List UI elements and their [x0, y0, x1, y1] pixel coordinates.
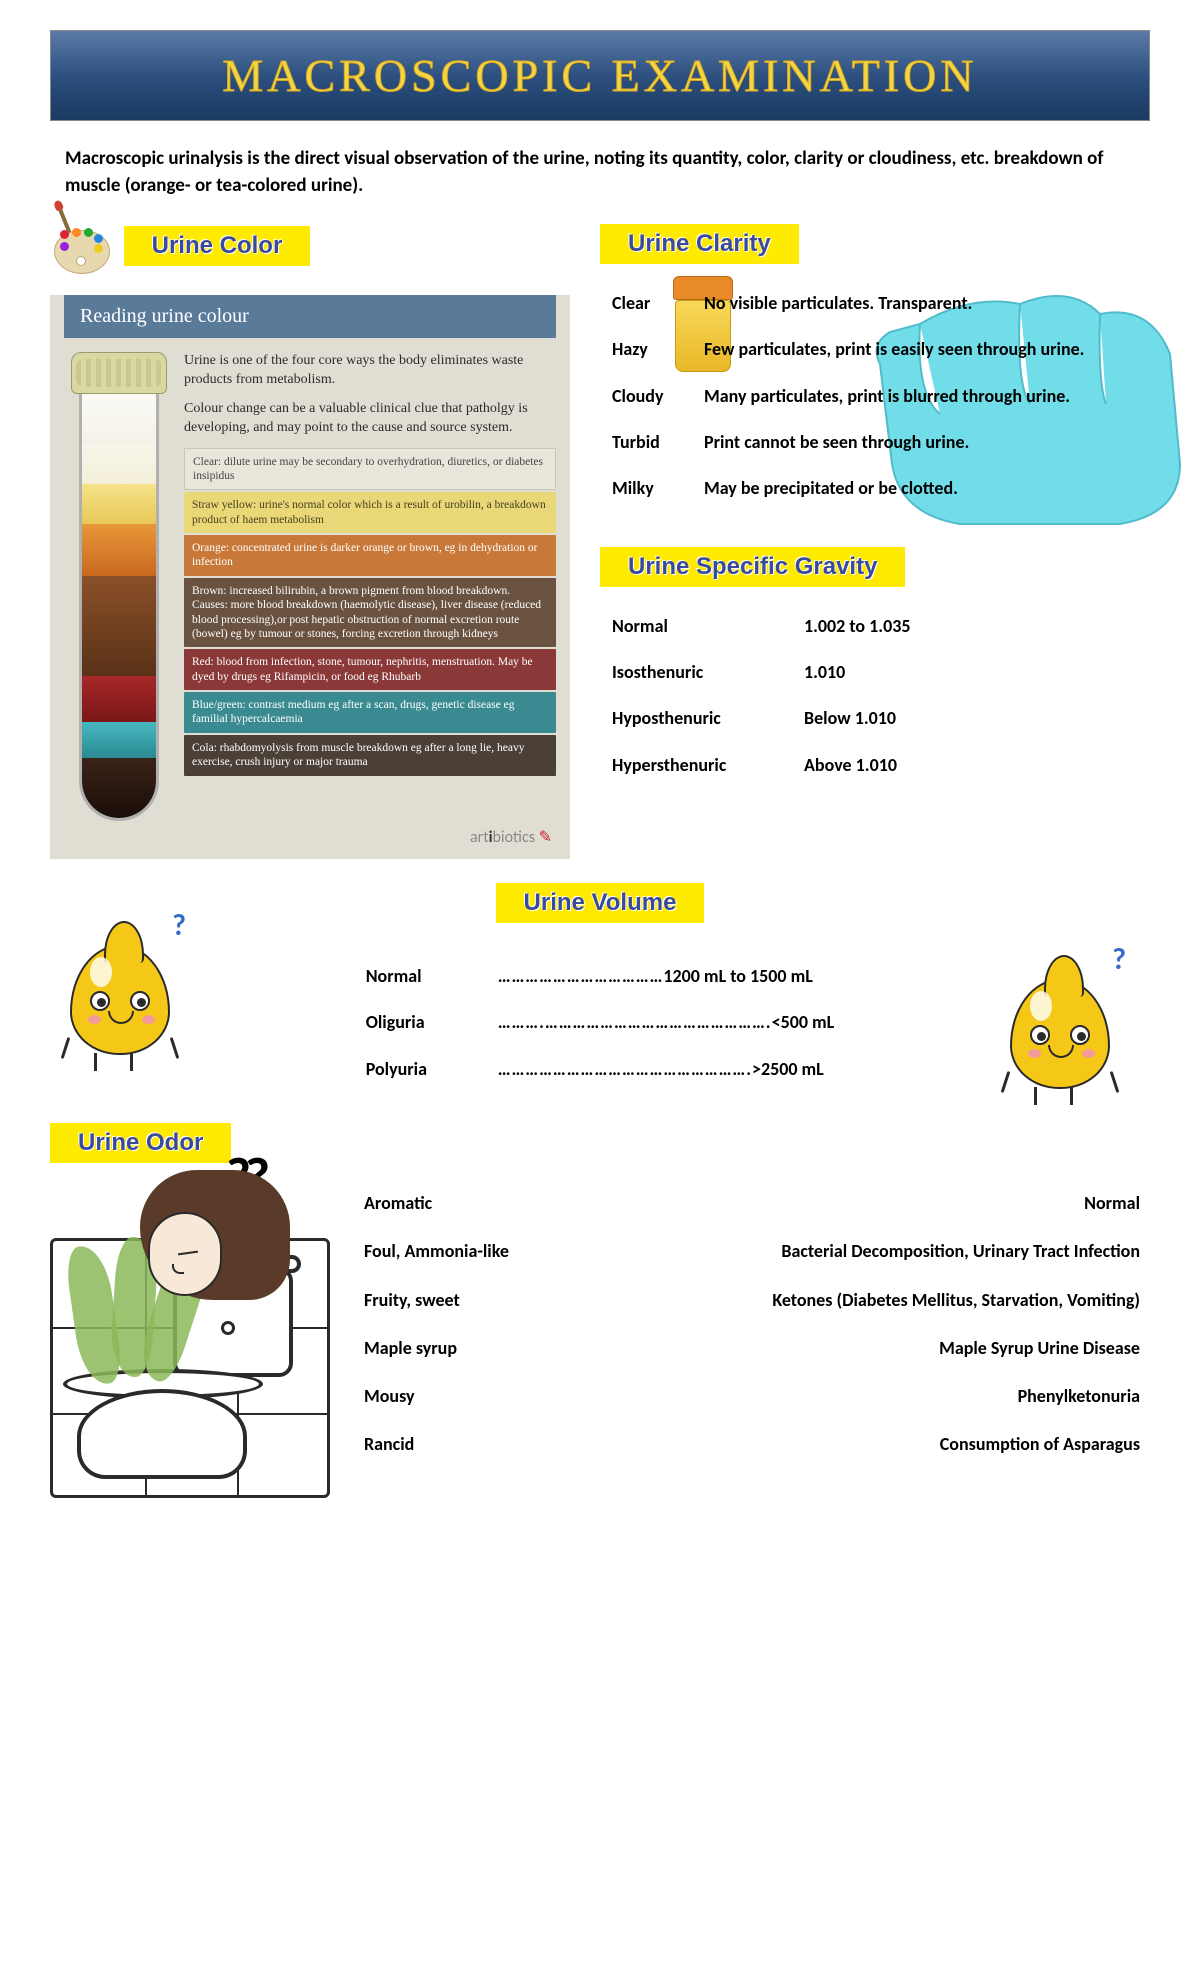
specific-gravity-table: Normal1.002 to 1.035 Isosthenuric1.010 H… — [600, 602, 922, 789]
odor-section: Urine Odor ?? AromaticNormal Foul, Am — [50, 1123, 1150, 1498]
table-row: RancidConsumption of Asparagus — [356, 1421, 1148, 1467]
section-heading-odor: Urine Odor — [50, 1123, 231, 1163]
table-row: HyposthenuricBelow 1.010 — [602, 696, 920, 740]
palette-icon — [50, 224, 112, 274]
color-band-brown: Brown: increased bilirubin, a brown pigm… — [184, 578, 556, 648]
artibiotics-brand: artibiotics ✎ — [50, 821, 570, 847]
clarity-table: ClearNo visible particulates. Transparen… — [600, 279, 1096, 512]
ruc-intro-1: Urine is one of the four core ways the b… — [184, 352, 556, 390]
color-band-cola: Cola: rhabdomyolysis from muscle breakdo… — [184, 735, 556, 776]
color-band-clear: Clear: dilute urine may be secondary to … — [184, 448, 556, 491]
person-head-icon — [140, 1170, 290, 1320]
color-band-straw: Straw yellow: urine's normal color which… — [184, 492, 556, 533]
toilet-smell-illustration: ?? — [50, 1178, 330, 1498]
odor-table: AromaticNormal Foul, Ammonia-likeBacteri… — [354, 1178, 1150, 1470]
table-row: HypersthenuricAbove 1.010 — [602, 743, 920, 787]
table-row: HazyFew particulates, print is easily se… — [602, 327, 1094, 371]
table-row: Isosthenuric1.010 — [602, 650, 920, 694]
title-banner: MACROSCOPIC EXAMINATION — [50, 30, 1150, 121]
color-heading-row: Urine Color — [50, 224, 570, 281]
ruc-heading: Reading urine colour — [64, 295, 556, 338]
table-row: CloudyMany particulates, print is blurre… — [602, 374, 1094, 418]
table-row: Foul, Ammonia-likeBacterial Decompositio… — [356, 1228, 1148, 1274]
table-row: Oliguria……….………………………………………….<500 mL — [356, 1000, 845, 1044]
page-title: MACROSCOPIC EXAMINATION — [51, 49, 1149, 102]
tube-cap-icon — [71, 352, 167, 394]
table-row: MousyPhenylketonuria — [356, 1373, 1148, 1419]
volume-table: Normal………………………………1200 mL to 1500 mL Oli… — [354, 952, 847, 1093]
urine-drop-icon: ? — [60, 919, 180, 1069]
color-band-blue: Blue/green: contrast medium eg after a s… — [184, 692, 556, 733]
table-row: ClearNo visible particulates. Transparen… — [602, 281, 1094, 325]
test-tube-illustration — [64, 352, 174, 821]
table-row: Polyuria……………………………………………….>2500 mL — [356, 1047, 845, 1091]
table-row: Normal………………………………1200 mL to 1500 mL — [356, 954, 845, 998]
table-row: AromaticNormal — [356, 1180, 1148, 1226]
ruc-intro-2: Colour change can be a valuable clinical… — [184, 400, 556, 438]
section-heading-color: Urine Color — [124, 226, 311, 266]
reading-urine-colour-card: Reading urine colour — [50, 295, 570, 859]
color-band-red: Red: blood from infection, stone, tumour… — [184, 649, 556, 690]
color-band-orange: Orange: concentrated urine is darker ora… — [184, 535, 556, 576]
table-row: Normal1.002 to 1.035 — [602, 604, 920, 648]
table-row: TurbidPrint cannot be seen through urine… — [602, 420, 1094, 464]
question-mark-icon: ? — [1112, 941, 1126, 978]
table-row: MilkyMay be precipitated or be clotted. — [602, 466, 1094, 510]
table-row: Maple syrupMaple Syrup Urine Disease — [356, 1325, 1148, 1371]
section-heading-volume: Urine Volume — [496, 883, 705, 923]
section-heading-clarity: Urine Clarity — [600, 224, 799, 264]
urine-drop-icon: ? — [1000, 953, 1120, 1103]
intro-text: Macroscopic urinalysis is the direct vis… — [65, 146, 1135, 199]
volume-section: ? ? Urine Volume Normal………………………………1200 … — [50, 883, 1150, 1093]
table-row: Fruity, sweetKetones (Diabetes Mellitus,… — [356, 1277, 1148, 1323]
question-mark-icon: ? — [172, 907, 186, 944]
